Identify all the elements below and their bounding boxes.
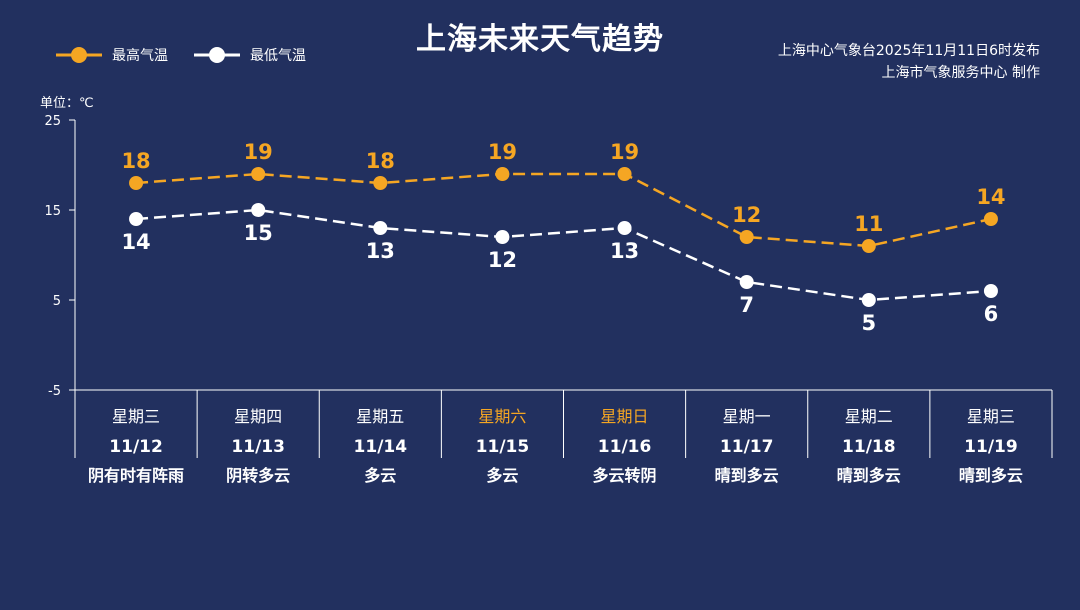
date-label: 11/17: [720, 437, 774, 457]
data-label-high: 12: [732, 203, 761, 227]
weekday-label: 星期六: [478, 407, 526, 426]
data-point-high: [495, 167, 510, 181]
weekday-label: 星期五: [356, 407, 404, 426]
data-point-low: [983, 284, 998, 298]
weekday-label: 星期三: [967, 407, 1015, 426]
weather-label: 晴到多云: [959, 466, 1023, 485]
weekday-label: 星期一: [723, 407, 771, 426]
data-label-high: 19: [244, 140, 273, 164]
data-label-high: 14: [976, 185, 1005, 209]
data-label-low: 14: [121, 230, 150, 254]
data-point-low: [739, 275, 754, 289]
data-label-low: 15: [244, 221, 273, 245]
data-label-low: 6: [984, 302, 999, 326]
weather-label: 阴转多云: [226, 466, 290, 485]
data-point-high: [373, 176, 388, 190]
weather-label: 晴到多云: [837, 466, 901, 485]
weather-label: 晴到多云: [715, 466, 779, 485]
data-label-low: 5: [862, 311, 877, 335]
data-label-low: 12: [488, 248, 517, 272]
data-point-high: [861, 239, 876, 253]
weather-label: 多云: [486, 466, 518, 485]
data-label-low: 7: [739, 293, 754, 317]
data-point-high: [129, 176, 144, 190]
series-line-low: [135, 208, 992, 302]
weekday-label: 星期四: [234, 407, 282, 426]
weekday-label: 星期日: [601, 407, 649, 426]
source-info: 上海中心气象台2025年11月11日6时发布 上海市气象服务中心 制作: [778, 40, 1040, 84]
weekday-label: 星期二: [845, 407, 893, 426]
data-label-high: 19: [488, 140, 517, 164]
date-label: 11/16: [598, 437, 652, 457]
data-label-high: 18: [366, 149, 395, 173]
data-point-low: [617, 221, 632, 235]
chart-title: 上海未来天气趋势: [416, 22, 664, 57]
data-point-low: [861, 293, 876, 307]
date-label: 11/14: [354, 437, 408, 457]
weekday-label: 星期三: [112, 407, 160, 426]
y-tick-label: 5: [53, 294, 61, 309]
source-line-2: 上海市气象服务中心 制作: [881, 65, 1040, 81]
y-tick-label: -5: [48, 384, 61, 399]
data-point-low: [373, 221, 388, 235]
date-label: 11/12: [109, 437, 163, 457]
data-label-low: 13: [366, 239, 395, 263]
data-label-high: 19: [610, 140, 639, 164]
y-tick-label: 15: [44, 204, 61, 219]
unit-label: 单位：℃: [40, 96, 94, 111]
legend-item-high: 最高气温: [54, 45, 168, 65]
date-label: 11/19: [964, 437, 1018, 457]
data-point-high: [739, 230, 754, 244]
weather-label: 阴有时有阵雨: [88, 466, 184, 485]
data-label-high: 18: [121, 149, 150, 173]
weather-label: 多云: [364, 466, 396, 485]
data-point-low: [495, 230, 510, 244]
weather-label: 多云转阴: [593, 466, 657, 485]
data-label-low: 13: [610, 239, 639, 263]
legend-item-low: 最低气温: [192, 45, 306, 65]
date-label: 11/15: [476, 437, 530, 457]
legend-label-high: 最高气温: [112, 48, 168, 64]
series-line-high: [135, 172, 992, 248]
y-tick-label: 25: [44, 114, 61, 129]
date-label: 11/13: [231, 437, 285, 457]
data-point-low: [251, 203, 266, 217]
legend: 最高气温 最低气温: [54, 44, 330, 66]
data-point-high: [983, 212, 998, 226]
legend-label-low: 最低气温: [250, 48, 306, 64]
data-point-high: [617, 167, 632, 181]
data-point-high: [251, 167, 266, 181]
legend-marker-low: [194, 47, 240, 63]
data-point-low: [129, 212, 144, 226]
data-label-high: 11: [854, 212, 883, 236]
date-label: 11/18: [842, 437, 896, 457]
legend-marker-high: [56, 47, 102, 63]
source-line-1: 上海中心气象台2025年11月11日6时发布: [777, 43, 1040, 59]
